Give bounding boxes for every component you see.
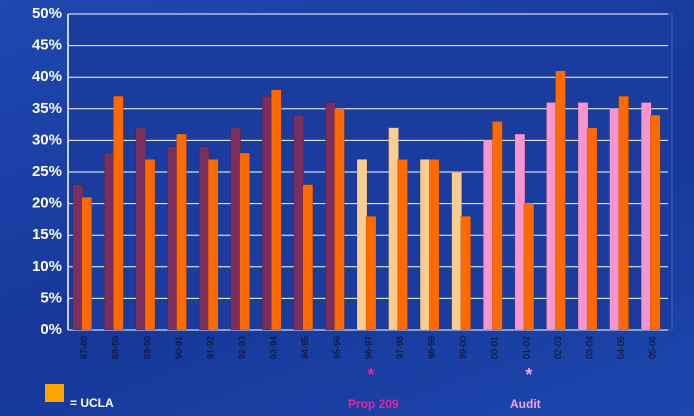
bar [618, 95, 629, 331]
bar [167, 146, 178, 331]
bar [230, 127, 241, 331]
y-tick-label: 15% [32, 226, 62, 243]
y-tick-label: 5% [40, 289, 62, 306]
bar [555, 70, 566, 331]
bar [428, 159, 440, 331]
x-tick-label: 05-06 [648, 336, 658, 359]
bar [356, 159, 368, 331]
x-tick-label: 98-99 [427, 336, 437, 359]
x-tick-label: 88-89 [111, 336, 121, 359]
y-tick-label: 50% [32, 5, 62, 22]
bar [104, 152, 115, 331]
x-tick-label: 96-97 [363, 336, 373, 359]
x-tick-label: 87-88 [79, 336, 89, 359]
x-tick-label: 89-90 [142, 336, 152, 359]
x-tick-label: 91-92 [205, 336, 215, 359]
bar [577, 102, 589, 331]
bar [460, 215, 471, 331]
x-tick-label: 00-01 [490, 336, 500, 359]
bar [388, 127, 399, 331]
bar [397, 159, 408, 331]
bar [239, 152, 250, 331]
y-tick-label: 45% [32, 37, 62, 54]
bar [586, 127, 598, 331]
x-tick-label: 99-00 [458, 336, 468, 359]
y-tick-label: 35% [32, 100, 62, 117]
x-tick-label: 94-95 [300, 336, 310, 359]
bar [81, 197, 93, 331]
legend-swatch [45, 384, 64, 402]
bar [72, 184, 84, 331]
bar [293, 114, 305, 331]
y-tick-label: 20% [32, 195, 62, 212]
x-tick-label: 97-98 [395, 336, 405, 359]
bar [451, 171, 462, 331]
y-tick-label: 0% [40, 321, 62, 338]
bar [483, 140, 494, 331]
annotation-text: Prop 209 [348, 397, 399, 411]
bar [523, 203, 535, 331]
bar [514, 133, 526, 331]
bar [365, 215, 377, 331]
annotation-text: Audit [510, 397, 541, 411]
annotation-marker: * [367, 365, 374, 385]
annotation-marker: * [525, 365, 532, 385]
bar [135, 127, 147, 331]
bar [640, 102, 652, 331]
x-tick-label: 02-03 [553, 336, 563, 359]
x-tick-label: 95-96 [332, 336, 342, 359]
y-tick-label: 40% [32, 68, 62, 85]
bar [176, 133, 187, 331]
bar [302, 184, 314, 331]
bar [144, 159, 156, 331]
bar [207, 159, 219, 331]
y-tick-label: 10% [32, 258, 62, 275]
x-tick-label: 90-91 [174, 336, 184, 359]
y-tick-label: 30% [32, 131, 62, 148]
x-tick-label: 93-94 [269, 336, 279, 359]
bar [492, 121, 503, 331]
bar [649, 114, 661, 331]
x-tick-label: 04-05 [616, 336, 626, 359]
bar [609, 108, 620, 331]
x-tick-label: 92-93 [237, 336, 247, 359]
bar [419, 159, 431, 331]
bar [198, 146, 210, 331]
legend-label: = UCLA [70, 396, 114, 410]
bar [262, 95, 273, 331]
x-tick-label: 03-04 [584, 336, 594, 359]
x-tick-label: 01-02 [521, 336, 531, 359]
bar [325, 102, 336, 331]
bar [546, 102, 557, 331]
bar [113, 95, 124, 331]
y-tick-label: 25% [32, 163, 62, 180]
bar [271, 89, 282, 331]
bar [334, 108, 345, 331]
